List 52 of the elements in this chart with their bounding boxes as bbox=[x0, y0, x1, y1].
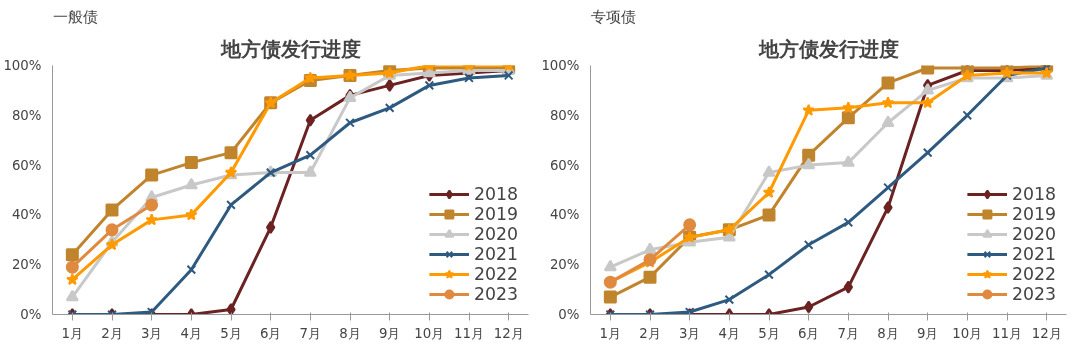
y-tick-label: 20% bbox=[11, 257, 42, 273]
y-tick-label: 40% bbox=[11, 207, 42, 223]
x-tick-label: 11月 bbox=[454, 325, 484, 341]
y-tick-label: 0% bbox=[20, 307, 42, 322]
x-tick-label: 7月 bbox=[299, 325, 322, 341]
legend-label: 2022 bbox=[1011, 264, 1056, 284]
y-tick-label: 80% bbox=[549, 107, 580, 123]
x-tick-label: 9月 bbox=[916, 325, 939, 341]
y-tick-label: 80% bbox=[11, 107, 42, 123]
legend-label: 2023 bbox=[1011, 284, 1056, 304]
x-tick-label: 3月 bbox=[678, 325, 701, 341]
x-tick-label: 4月 bbox=[718, 325, 741, 341]
x-tick-label: 4月 bbox=[180, 325, 203, 341]
legend-label: 2021 bbox=[1011, 244, 1056, 264]
y-axis-title: 一般债 bbox=[52, 7, 98, 25]
x-tick-label: 2月 bbox=[101, 325, 123, 341]
legend-label: 2019 bbox=[473, 204, 518, 224]
legend-label: 2018 bbox=[473, 184, 518, 204]
x-tick-label: 8月 bbox=[877, 325, 899, 341]
y-tick-label: 60% bbox=[549, 157, 580, 173]
x-tick-label: 12月 bbox=[493, 325, 524, 341]
x-tick-label: 12月 bbox=[1031, 325, 1062, 341]
legend-label: 2019 bbox=[1011, 204, 1056, 224]
y-axis-title: 专项债 bbox=[590, 7, 636, 25]
x-tick-label: 5月 bbox=[758, 325, 780, 341]
legend-label: 2020 bbox=[1011, 224, 1056, 244]
y-tick-label: 40% bbox=[549, 207, 580, 223]
x-tick-label: 6月 bbox=[259, 325, 282, 341]
legend-label: 2018 bbox=[1011, 184, 1056, 204]
y-tick-label: 100% bbox=[541, 58, 580, 73]
x-tick-label: 5月 bbox=[220, 325, 242, 341]
x-tick-label: 1月 bbox=[61, 325, 84, 341]
y-tick-label: 20% bbox=[549, 257, 580, 273]
x-tick-label: 3月 bbox=[140, 325, 163, 341]
y-tick-label: 60% bbox=[11, 157, 42, 173]
y-tick-label: 100% bbox=[3, 58, 42, 73]
x-tick-label: 1月 bbox=[599, 325, 622, 341]
x-tick-label: 11月 bbox=[992, 325, 1022, 341]
y-tick-label: 0% bbox=[558, 307, 580, 322]
legend-label: 2020 bbox=[473, 224, 518, 244]
legend-label: 2023 bbox=[473, 284, 518, 304]
x-tick-label: 2月 bbox=[639, 325, 661, 341]
x-tick-label: 8月 bbox=[339, 325, 361, 341]
x-tick-label: 10月 bbox=[414, 325, 445, 341]
chart-title: 地方债发行进度 bbox=[219, 36, 361, 61]
x-tick-label: 10月 bbox=[952, 325, 983, 341]
legend-label: 2022 bbox=[473, 264, 518, 284]
x-tick-label: 6月 bbox=[797, 325, 820, 341]
chart-title: 地方债发行进度 bbox=[757, 36, 899, 61]
x-tick-label: 9月 bbox=[378, 325, 401, 341]
x-tick-label: 7月 bbox=[837, 325, 860, 341]
legend-label: 2021 bbox=[473, 244, 518, 264]
